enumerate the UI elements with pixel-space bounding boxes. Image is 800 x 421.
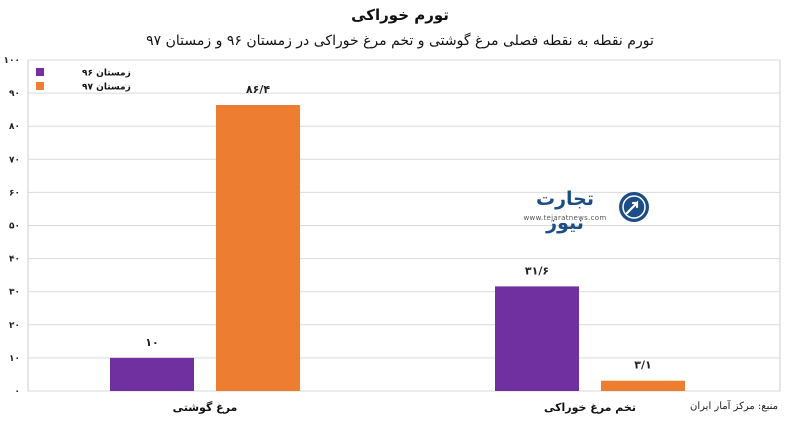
y-tick-label: ۰ xyxy=(15,387,21,397)
logo-emblem-icon xyxy=(619,192,649,222)
legend-swatch xyxy=(36,82,44,90)
bar xyxy=(110,357,194,391)
y-tick-label: ۹۰ xyxy=(9,89,20,99)
source-note: منبع: مرکز آمار ایران xyxy=(690,401,778,412)
x-category-label: مرغ گوشتی xyxy=(173,401,238,414)
bar xyxy=(601,380,685,391)
y-tick-label: ۱۰۰ xyxy=(4,56,20,66)
x-category-label: تخم مرغ خوراکی xyxy=(544,401,636,414)
data-label: ۱۰ xyxy=(145,336,158,349)
data-label: ۸۶/۴ xyxy=(246,83,270,96)
legend-label: زمستان ۹۷ xyxy=(82,83,131,93)
y-tick-label: ۳۰ xyxy=(9,288,20,298)
legend-label: زمستان ۹۶ xyxy=(82,69,131,79)
y-tick-label: ۶۰ xyxy=(9,188,20,198)
y-tick-label: ۴۰ xyxy=(9,255,20,265)
legend-swatch xyxy=(36,68,44,76)
bar xyxy=(216,105,300,392)
chart-subtitle: تورم نقطه به نقطه فصلی مرغ گوشتی و تخم م… xyxy=(146,33,654,49)
bar xyxy=(495,286,579,391)
data-label: ۳/۱ xyxy=(634,359,651,372)
logo-name: تجارت نیوز xyxy=(536,188,594,234)
y-tick-label: ۲۰ xyxy=(9,321,20,331)
y-tick-label: ۸۰ xyxy=(9,122,20,132)
data-label: ۳۱/۶ xyxy=(525,264,549,277)
y-tick-label: ۱۰ xyxy=(9,354,20,364)
y-tick-label: ۷۰ xyxy=(9,155,20,165)
chart-title: تورم خوراکی xyxy=(351,6,449,24)
logo-url: www.tejaratnews.com xyxy=(523,214,607,222)
y-tick-label: ۵۰ xyxy=(9,222,20,232)
publisher-logo: تجارت نیوز www.tejaratnews.com xyxy=(516,187,650,234)
